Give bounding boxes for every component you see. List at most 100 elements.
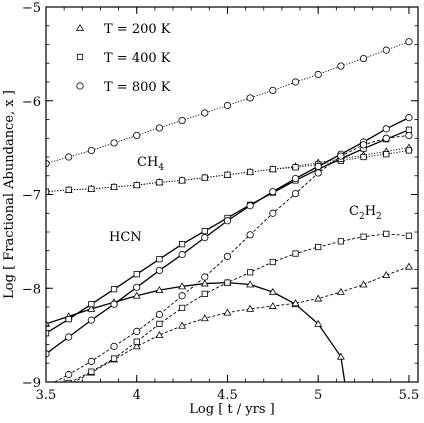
ch4-400k-point (269, 166, 276, 173)
ch4-400k-point (201, 174, 208, 181)
ch4-800k-point (405, 38, 413, 46)
ch4-400k-point (383, 151, 390, 158)
c2h2-400k-point (133, 338, 140, 345)
c2h2-800k-point (314, 169, 322, 177)
x-axis-label: Log [ t / yrs ] (189, 402, 274, 417)
c2h2-400k-point (269, 258, 276, 266)
c2h2-200k-point (291, 299, 300, 307)
ch4-800k-point (65, 153, 73, 161)
markers-layer (46, 38, 413, 382)
hcn-800k-point (223, 217, 232, 225)
hcn-200k-point (314, 319, 323, 327)
c2h2-800k-point (291, 189, 300, 198)
hcn-200k-point (268, 287, 277, 295)
y-tick-label: −6 (22, 95, 41, 110)
c2h2-200k-point (359, 280, 368, 288)
c2h2-800k-point (269, 209, 277, 217)
c2h2-800k-point (223, 252, 232, 260)
hcn-800k-point (405, 114, 413, 122)
ch4-400k-point (360, 153, 367, 161)
legend: T = 200 K T = 400 K T = 800 K (76, 22, 171, 95)
hcn-400k-point (88, 301, 95, 308)
ch4-400k-point (65, 186, 72, 193)
c2h2-800k-point (65, 370, 73, 379)
c2h2-400k-point (360, 233, 367, 240)
c2h2-400k-point (292, 250, 299, 257)
c2h2-800k-point (405, 131, 413, 140)
ch4-800k-point (359, 54, 368, 63)
hcn-400k-point (110, 286, 118, 293)
molecule-label-base: CH (137, 155, 158, 170)
ch4-400k-point (247, 168, 254, 176)
y-tick-label: −5 (22, 1, 41, 16)
c2h2-200k-point (404, 262, 413, 270)
c2h2-400k-point (156, 320, 163, 327)
hcn-800k-point (133, 283, 141, 291)
hcn-200k-point (46, 319, 50, 327)
hcn-400k-point (201, 227, 208, 235)
ch4-800k-point (269, 86, 277, 95)
ch4-800k-point (382, 46, 390, 54)
ch4-400k-point (292, 164, 299, 171)
c2h2-200k-point (382, 271, 391, 279)
hcn-200k-point (132, 291, 141, 299)
c2h2-400k-point (65, 379, 72, 382)
plot-frame (45, 6, 419, 383)
x-tick-label: 4.5 (217, 388, 238, 403)
ch4-800k-point (133, 131, 141, 140)
ch4-400k-point (133, 182, 140, 189)
hcn-400k-point (133, 271, 140, 278)
c2h2-400k-point (247, 269, 254, 276)
c2h2-400k-point (201, 290, 208, 297)
c2h2-400k-point (224, 279, 231, 286)
legend-square-marker (76, 53, 84, 61)
ch4-800k-point (291, 78, 300, 86)
ch4-200k-series-line (46, 147, 410, 193)
y-tick-label: −8 (22, 282, 41, 297)
c2h2-400k-point (315, 243, 322, 251)
molecule-label-sub: 2 (359, 212, 365, 222)
ch4-400k-point (178, 177, 186, 184)
ch4-800k-point (314, 70, 322, 79)
c2h2-400k-point (178, 304, 186, 312)
y-tick-label: −9 (22, 376, 41, 391)
ch4-800k-point (110, 139, 118, 147)
y-tick-label: −7 (22, 189, 41, 204)
x-tick-label: 5 (314, 388, 322, 403)
hcn-400k-point (156, 256, 163, 263)
molecule-label-base: C (349, 204, 359, 219)
legend-label: T = 200 K (104, 22, 171, 37)
ch4-800k-point (178, 116, 186, 125)
molecule-label-base: H (365, 204, 376, 219)
molecule-label: HCN (109, 230, 142, 245)
hcn-400k-point (65, 316, 72, 323)
ch4-800k-point (87, 146, 95, 155)
ch4-800k-point (246, 94, 254, 102)
hcn-200k-point (336, 352, 345, 360)
hcn-200k-point (155, 286, 164, 294)
c2h2-200k-point (268, 301, 277, 309)
hcn-400k-point (178, 241, 186, 248)
hcn-800k-point (155, 266, 164, 275)
c2h2-800k-point (382, 134, 390, 142)
c2h2-200k-point (155, 331, 164, 339)
ch4-800k-point (223, 101, 232, 110)
molecule-label: C2H2 (349, 204, 382, 222)
ch4-800k-point (337, 62, 345, 70)
c2h2-800k-point (201, 273, 209, 281)
c2h2-800k-series-line (53, 134, 409, 382)
c2h2-200k-point (132, 342, 141, 350)
c2h2-400k-point (337, 238, 344, 245)
c2h2-400k-point (110, 355, 118, 362)
ch4-400k-point (156, 179, 163, 186)
ch4-400k-point (46, 188, 50, 195)
c2h2-800k-point (178, 292, 186, 300)
molecule-label: CH4 (137, 155, 164, 173)
ch4-800k-point (155, 124, 164, 132)
molecule-label-sub: 2 (376, 212, 382, 222)
curves-layer (46, 41, 410, 382)
c2h2-800k-point (359, 141, 368, 149)
legend-circle-marker (76, 82, 84, 90)
c2h2-200k-point (314, 294, 323, 302)
